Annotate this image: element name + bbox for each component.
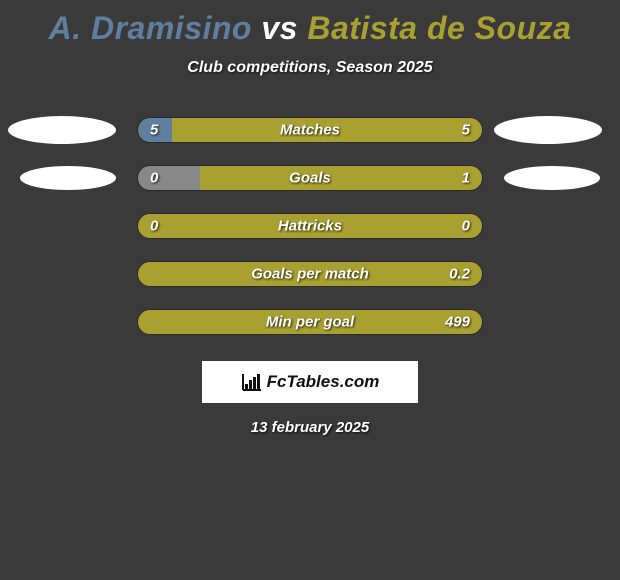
title-vs: vs <box>261 10 298 46</box>
bar-right-fill <box>200 166 482 190</box>
bar-right-fill <box>138 262 482 286</box>
stat-right-value: 5 <box>462 122 470 139</box>
stat-row-hattricks: 0 Hattricks 0 <box>0 213 620 239</box>
barchart-icon <box>241 372 263 392</box>
stat-row-min-per-goal: Min per goal 499 <box>0 309 620 335</box>
stat-bar: 0 Hattricks 0 <box>137 213 483 239</box>
page-title: A. Dramisino vs Batista de Souza <box>0 0 620 47</box>
logo-text: FcTables.com <box>267 372 380 392</box>
stat-left-value: 5 <box>150 122 158 139</box>
bar-right-fill <box>172 118 482 142</box>
stat-right-value: 499 <box>445 314 470 331</box>
date-label: 13 february 2025 <box>0 419 620 436</box>
stat-row-goals-per-match: Goals per match 0.2 <box>0 261 620 287</box>
stat-right-value: 1 <box>462 170 470 187</box>
bar-left-fill <box>138 166 200 190</box>
stat-bar: Min per goal 499 <box>137 309 483 335</box>
stat-left-value: 0 <box>150 170 158 187</box>
subtitle: Club competitions, Season 2025 <box>0 59 620 77</box>
stat-right-value: 0.2 <box>449 266 470 283</box>
stat-bar: 5 Matches 5 <box>137 117 483 143</box>
bar-left-fill <box>138 214 482 238</box>
site-logo: FcTables.com <box>202 361 418 403</box>
stat-rows: 5 Matches 5 0 Goals 1 0 Hattricks <box>0 117 620 335</box>
decor-ellipse-right <box>494 116 602 144</box>
stat-bar: Goals per match 0.2 <box>137 261 483 287</box>
stat-row-matches: 5 Matches 5 <box>0 117 620 143</box>
title-player2: Batista de Souza <box>307 10 571 46</box>
decor-ellipse-left <box>8 116 116 144</box>
stat-row-goals: 0 Goals 1 <box>0 165 620 191</box>
decor-ellipse-right <box>504 166 600 190</box>
stat-left-value: 0 <box>150 218 158 235</box>
title-player1: A. Dramisino <box>49 10 252 46</box>
stat-right-value: 0 <box>462 218 470 235</box>
bar-right-fill <box>138 310 482 334</box>
stat-bar: 0 Goals 1 <box>137 165 483 191</box>
comparison-infographic: A. Dramisino vs Batista de Souza Club co… <box>0 0 620 580</box>
decor-ellipse-left <box>20 166 116 190</box>
